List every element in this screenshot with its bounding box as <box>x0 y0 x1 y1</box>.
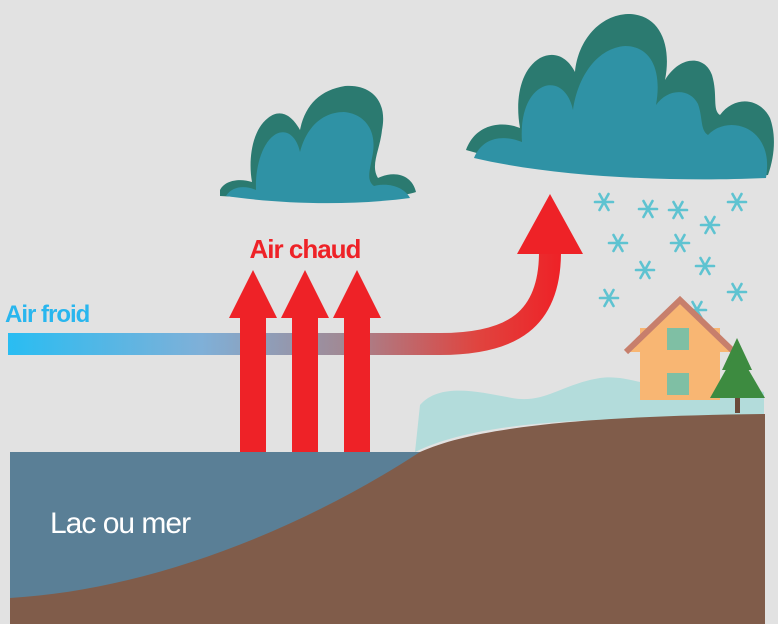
diagram: Air chaud Air froid Lac ou mer <box>0 0 778 624</box>
cold-air-label: Air froid <box>5 301 90 328</box>
water-label: Lac ou mer <box>50 507 191 540</box>
warm-air-arrows <box>229 270 381 452</box>
warm-air-label: Air chaud <box>250 234 361 264</box>
